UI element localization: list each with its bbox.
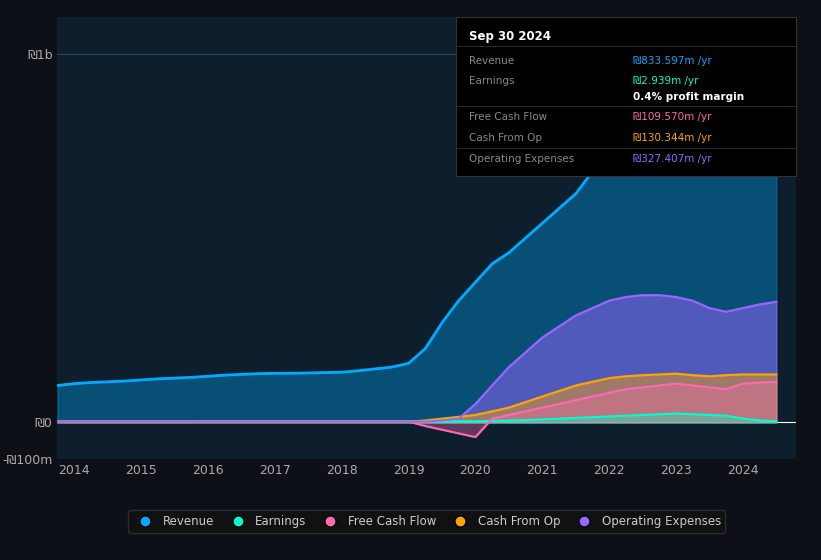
Text: ₪2.939m /yr: ₪2.939m /yr [633,76,699,86]
Text: 0.4% profit margin: 0.4% profit margin [633,92,744,101]
Text: ₪327.407m /yr: ₪327.407m /yr [633,154,712,164]
Text: Sep 30 2024: Sep 30 2024 [470,30,551,43]
Text: Earnings: Earnings [470,76,515,86]
Text: ₪833.597m /yr: ₪833.597m /yr [633,57,712,67]
Text: Free Cash Flow: Free Cash Flow [470,113,548,122]
Text: Cash From Op: Cash From Op [470,133,543,143]
Text: Operating Expenses: Operating Expenses [470,154,575,164]
Text: Revenue: Revenue [470,57,515,67]
Legend: Revenue, Earnings, Free Cash Flow, Cash From Op, Operating Expenses: Revenue, Earnings, Free Cash Flow, Cash … [128,511,726,533]
Text: ₪109.570m /yr: ₪109.570m /yr [633,113,711,122]
Text: ₪130.344m /yr: ₪130.344m /yr [633,133,712,143]
